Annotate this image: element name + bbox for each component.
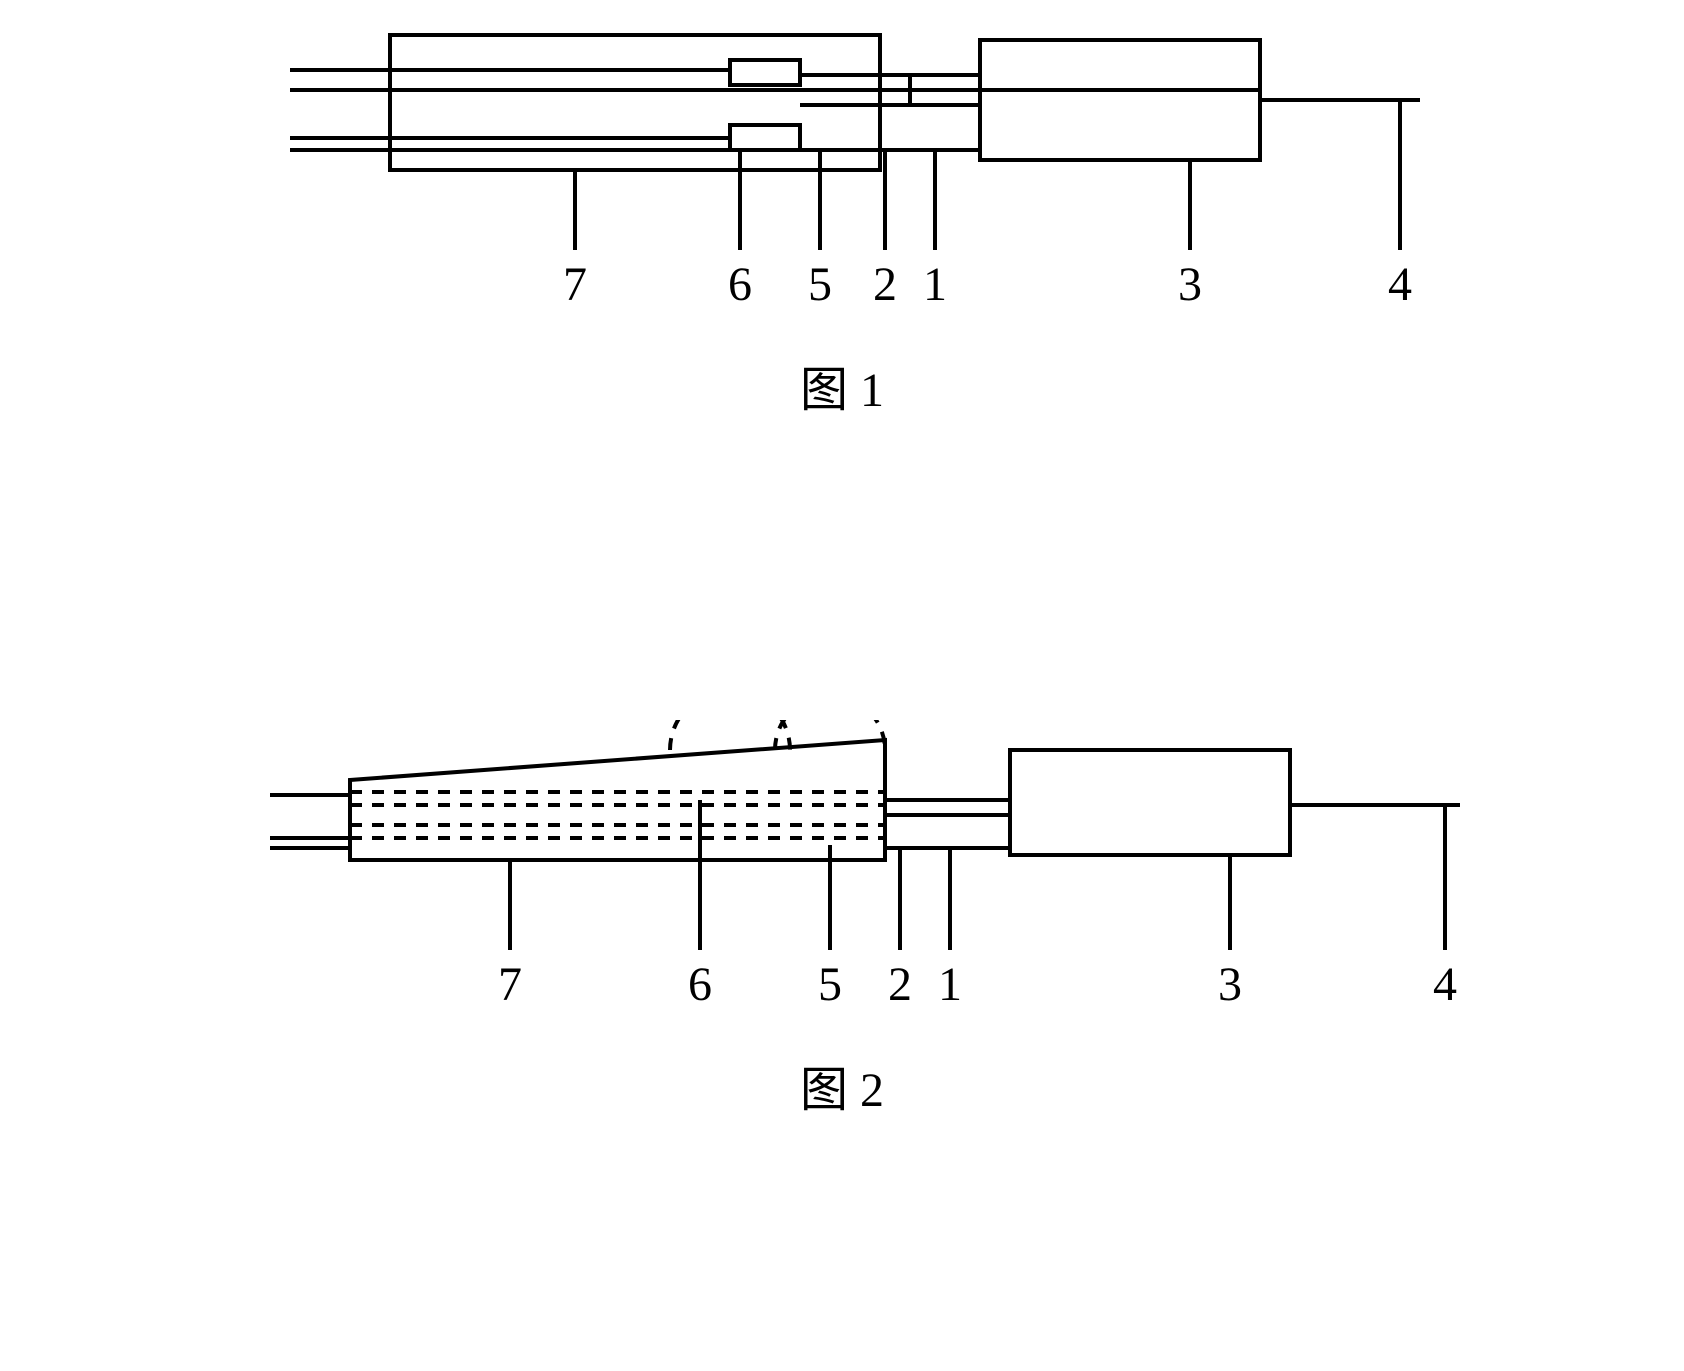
svg-text:2: 2 xyxy=(888,958,912,1011)
svg-text:6: 6 xyxy=(728,258,752,311)
svg-text:1: 1 xyxy=(938,958,962,1011)
svg-text:2: 2 xyxy=(873,258,897,311)
svg-text:6: 6 xyxy=(688,958,712,1011)
svg-text:7: 7 xyxy=(498,958,522,1011)
figure-2-caption: 图 2 xyxy=(180,1050,1504,1120)
svg-text:5: 5 xyxy=(808,258,832,311)
svg-text:4: 4 xyxy=(1433,958,1457,1011)
figure-2-svg: 7 6 521 3 4 xyxy=(180,720,1504,1020)
figure-1-caption: 图 1 xyxy=(180,350,1504,420)
figure-1: 7 6 521 3 4 图 1 xyxy=(180,20,1504,420)
svg-text:3: 3 xyxy=(1178,258,1202,311)
figure-1-svg: 7 6 521 3 4 xyxy=(180,20,1504,320)
svg-text:5: 5 xyxy=(818,958,842,1011)
svg-text:4: 4 xyxy=(1388,258,1412,311)
svg-text:3: 3 xyxy=(1218,958,1242,1011)
svg-text:1: 1 xyxy=(923,258,947,311)
svg-text:7: 7 xyxy=(563,258,587,311)
figure-2: 7 6 521 3 4 图 2 xyxy=(180,720,1504,1120)
